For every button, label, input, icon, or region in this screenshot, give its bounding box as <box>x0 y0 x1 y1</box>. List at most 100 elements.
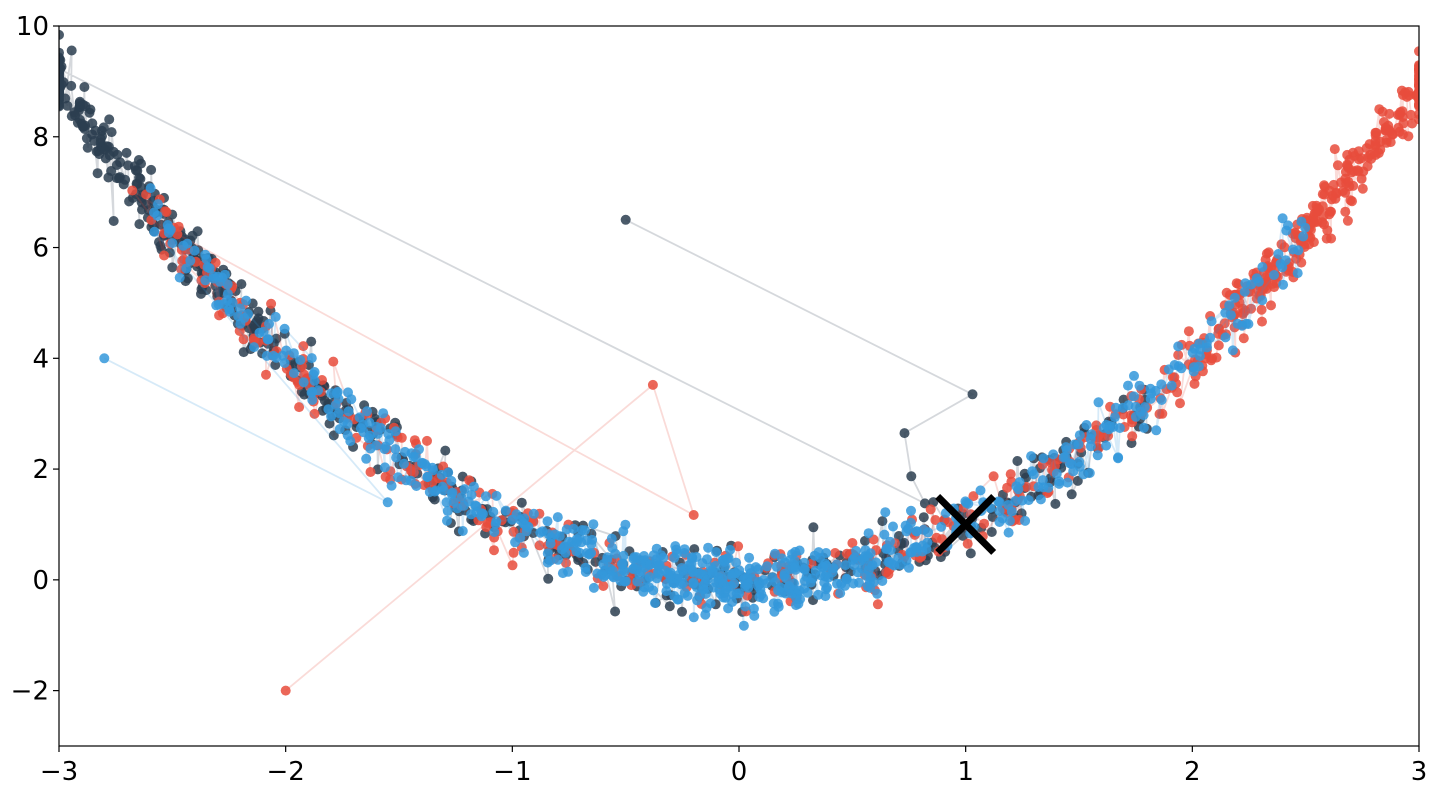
series-2-point <box>880 507 891 518</box>
series-2-point <box>1037 475 1048 486</box>
series-1-point <box>1279 242 1290 253</box>
series-2-point <box>871 557 882 568</box>
series-2-point <box>923 527 933 538</box>
series-2-point <box>682 590 693 601</box>
series-1-point <box>1317 201 1328 212</box>
series-2-point <box>222 279 233 290</box>
series-1-point <box>173 221 184 232</box>
series-2-point <box>1003 527 1014 538</box>
series-2-point <box>781 573 792 584</box>
series-2-point <box>263 334 274 345</box>
series-2-point <box>731 557 742 568</box>
series-2-point <box>648 585 659 596</box>
series-2-point <box>442 515 452 526</box>
y-tick-label: 6 <box>32 234 49 264</box>
series-1-point <box>482 517 493 528</box>
series-1-point <box>925 504 936 515</box>
series-1-point <box>1211 352 1222 363</box>
series-0-point <box>664 601 675 612</box>
series-2-point <box>1145 393 1156 404</box>
series-2-point <box>153 199 163 210</box>
series-0-point <box>60 93 71 104</box>
series-2-point <box>738 620 749 631</box>
series-2-point <box>1092 450 1103 461</box>
series-1-point <box>1414 64 1419 75</box>
series-2-point <box>705 598 716 609</box>
series-0-point <box>108 216 119 226</box>
series-0-point <box>82 142 93 153</box>
series-1-point <box>1414 46 1419 57</box>
series-2-point <box>1201 338 1212 349</box>
series-2-point <box>723 553 734 564</box>
series-2-point <box>794 545 805 556</box>
series-1-point <box>1371 127 1382 138</box>
series-2-point <box>442 506 453 516</box>
series-0-point <box>59 29 64 40</box>
series-0-point <box>306 336 317 347</box>
series-1-point <box>1403 131 1414 142</box>
series-0-point <box>104 114 115 125</box>
series-1-point <box>1384 108 1395 119</box>
series-0-point <box>516 497 527 508</box>
series-2-point <box>1300 222 1311 233</box>
series-2-point <box>1169 360 1180 370</box>
series-1-point <box>1296 257 1307 268</box>
series-2-point <box>182 238 193 249</box>
series-0-point <box>135 173 146 184</box>
series-2-point <box>181 263 192 274</box>
series-0-point <box>115 157 126 168</box>
series-2-point <box>500 505 511 516</box>
series-2-point <box>391 452 402 463</box>
series-2-point <box>1109 412 1120 423</box>
series-2-point <box>568 523 579 534</box>
series-1-point <box>962 538 973 549</box>
series-2-point <box>295 355 306 365</box>
series-1-point <box>294 402 305 413</box>
series-0-point <box>134 219 145 230</box>
series-2-point <box>805 577 816 588</box>
series-2-point <box>1239 286 1250 297</box>
series-2-point <box>189 245 200 256</box>
series-1-point <box>1332 160 1343 171</box>
series-1-point <box>1340 206 1351 217</box>
series-2-point <box>753 564 764 575</box>
series-0-point <box>66 45 77 56</box>
series-2-point <box>975 485 986 496</box>
series-1-point <box>1308 237 1319 248</box>
x-tick-label: 2 <box>1184 757 1201 787</box>
series-2-point <box>390 426 401 437</box>
series-0-point <box>167 262 178 273</box>
series-2-point <box>725 544 736 555</box>
series-2-point <box>468 481 479 492</box>
series-2-point <box>427 462 438 473</box>
series-0-point <box>967 389 978 400</box>
series-2-point <box>813 547 824 558</box>
series-2-point <box>606 533 617 544</box>
series-1-point <box>238 334 249 345</box>
series-2-point <box>656 550 667 561</box>
series-1-point <box>1322 225 1333 236</box>
series-2-point <box>1298 231 1309 242</box>
y-tick-label: 2 <box>32 455 49 485</box>
series-0-point <box>98 122 109 133</box>
series-2-point <box>673 594 684 605</box>
series-1-point <box>328 356 339 367</box>
series-2-point <box>885 545 896 555</box>
series-2-point <box>1206 316 1217 327</box>
series-2-point <box>200 275 211 286</box>
series-2-point <box>528 508 539 519</box>
series-2-point <box>365 430 375 441</box>
series-2-point <box>711 547 722 558</box>
series-2-point <box>414 444 424 455</box>
series-2-point <box>553 554 563 565</box>
series-1-point <box>742 590 753 601</box>
series-0-point <box>906 471 917 482</box>
series-2-point <box>438 485 449 496</box>
x-tick-label: 0 <box>731 757 748 787</box>
series-2-point <box>1188 362 1199 373</box>
series-1-point <box>422 435 432 446</box>
series-2-point <box>281 345 292 356</box>
x-tick-label: 3 <box>1411 757 1428 787</box>
series-0-point <box>236 279 247 290</box>
series-2-point <box>1013 484 1024 495</box>
